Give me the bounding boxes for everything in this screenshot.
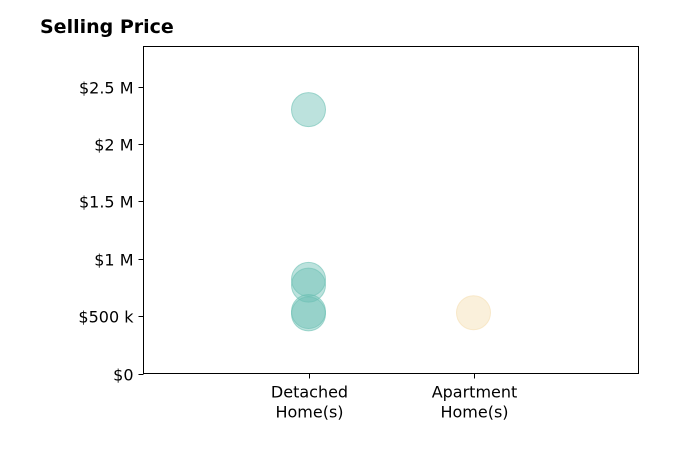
x-axis: Detached Home(s)Apartment Home(s) <box>271 373 518 422</box>
y-tick-label: $1.5 M <box>79 193 134 212</box>
y-tick-label: $1 M <box>94 251 133 270</box>
plot-frame <box>143 46 639 374</box>
data-point <box>291 296 326 332</box>
data-points <box>291 92 491 332</box>
y-axis: $0 $500 k $1 M $1.5 M $2 M $2.5 M <box>78 79 144 385</box>
x-tick-label-line: Home(s) <box>440 403 508 422</box>
y-tick-label: $500 k <box>78 308 134 327</box>
data-point <box>291 267 326 303</box>
y-tick-label: $0 <box>113 366 133 385</box>
data-point <box>456 295 491 331</box>
y-tick-label: $2.5 M <box>79 79 134 98</box>
data-point <box>291 92 326 128</box>
x-tick-label-line: Apartment <box>432 383 518 402</box>
y-tick-label: $2 M <box>94 136 133 155</box>
x-tick-label-line: Home(s) <box>275 403 343 422</box>
x-tick-label: Apartment Home(s) <box>432 383 518 422</box>
chart-title: Selling Price <box>40 16 174 38</box>
x-tick-label-line: Detached <box>271 383 348 402</box>
x-tick-label: Detached Home(s) <box>271 383 348 422</box>
